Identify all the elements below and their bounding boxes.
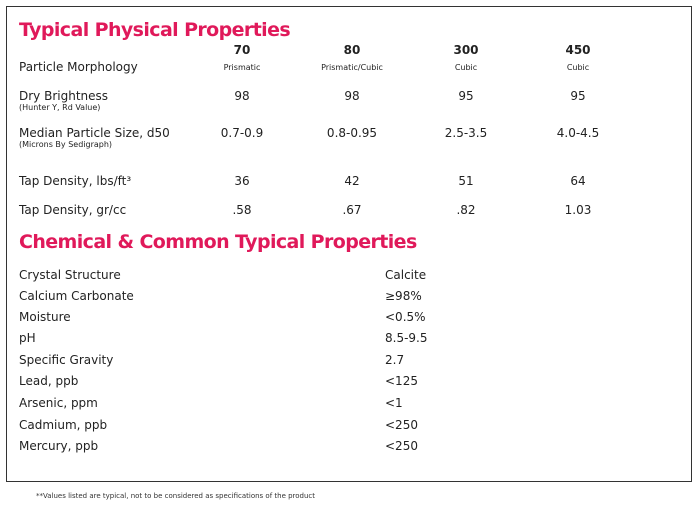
cell-value: .82 (456, 203, 476, 217)
property-value: <1 (385, 396, 403, 410)
row-label: Tap Density, gr/cc (19, 203, 127, 217)
cell-value: 98 (234, 89, 250, 103)
grade-header: 70 (233, 43, 251, 57)
morphology: Prismatic/Cubic (321, 63, 383, 72)
cell-value: 64 (570, 174, 586, 188)
property-name: Calcium Carbonate (19, 289, 134, 303)
cell-value: 36 (234, 174, 250, 188)
property-value: 8.5-9.5 (385, 331, 428, 345)
cell-value: .58 (232, 203, 252, 217)
cell-value: 0.8-0.95 (326, 126, 378, 140)
property-name: Cadmium, ppb (19, 418, 108, 432)
grade-header: 450 (565, 43, 591, 57)
property-name: Moisture (19, 310, 71, 324)
section-title: Chemical & Common Typical Properties (19, 231, 417, 253)
grade-header: 300 (453, 43, 479, 57)
section-title: Typical Physical Properties (19, 19, 291, 41)
property-name: Specific Gravity (19, 353, 114, 367)
row-label: Median Particle Size, d50 (19, 126, 170, 140)
morphology: Cubic (454, 63, 478, 72)
cell-value: 4.0-4.5 (556, 126, 600, 140)
property-value: 2.7 (385, 353, 405, 367)
property-name: Lead, ppb (19, 374, 79, 388)
property-name: Arsenic, ppm (19, 396, 98, 410)
property-value: <125 (385, 374, 418, 388)
grade-header: 80 (343, 43, 361, 57)
row-sublabel: (Microns By Sedigraph) (19, 140, 113, 149)
property-name: Crystal Structure (19, 268, 121, 282)
row-label: Dry Brightness (19, 89, 109, 103)
property-value: <0.5% (385, 310, 426, 324)
cell-value: 95 (570, 89, 586, 103)
cell-value: 2.5-3.5 (444, 126, 488, 140)
property-value: Calcite (385, 268, 427, 282)
properties-box (6, 6, 692, 482)
property-name: Mercury, ppb (19, 439, 99, 453)
cell-value: 1.03 (564, 203, 592, 217)
property-value: <250 (385, 439, 418, 453)
row-sublabel: (Hunter Y, Rd Value) (19, 103, 101, 112)
cell-value: .67 (342, 203, 362, 217)
morphology: Cubic (566, 63, 590, 72)
cell-value: 0.7-0.9 (220, 126, 264, 140)
cell-value: 51 (458, 174, 474, 188)
property-value: ≥98% (385, 289, 422, 303)
row-label: Particle Morphology (19, 60, 138, 74)
morphology: Prismatic (223, 63, 261, 72)
cell-value: 98 (344, 89, 360, 103)
cell-value: 42 (344, 174, 360, 188)
row-label: Tap Density, lbs/ft³ (19, 174, 132, 188)
property-name: pH (19, 331, 36, 345)
footnote: **Values listed are typical, not to be c… (36, 492, 316, 500)
property-value: <250 (385, 418, 418, 432)
cell-value: 95 (458, 89, 474, 103)
